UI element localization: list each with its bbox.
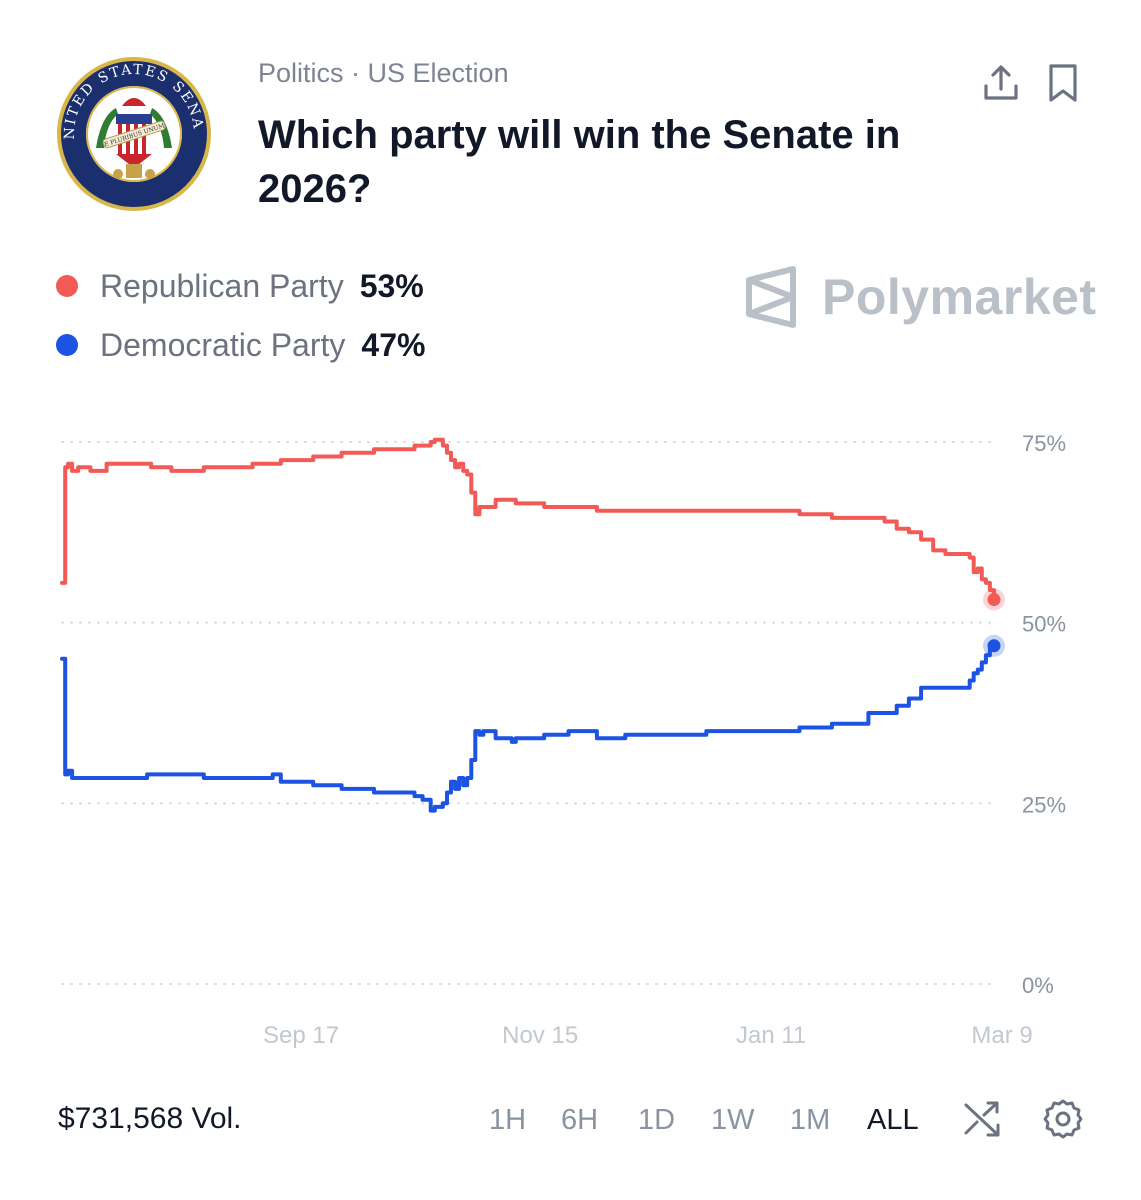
range-all-button[interactable]: ALL [867,1096,919,1144]
legend-label: Republican Party [100,267,344,304]
legend-value: 53% [359,267,424,304]
endpoint-republican [987,593,1001,607]
series-line-republican [60,437,996,602]
y-tick-label: 50% [1022,612,1066,637]
polymarket-logo-icon [746,266,796,328]
polymarket-watermark: Polymarket [744,266,1097,328]
price-chart[interactable]: 75% 50% 25% 0% Sep 17 Nov 15 Jan 11 Mar 9 [0,400,1141,1060]
range-1m-button[interactable]: 1M [790,1096,830,1144]
legend-dot-republican [56,275,78,297]
x-tick-label: Mar 9 [971,1022,1032,1049]
bookmark-icon [1049,64,1077,102]
share-button[interactable] [980,62,1022,104]
bookmark-button[interactable] [1044,62,1082,104]
chart-footer: $731,568 Vol. 1H 6H 1D 1W 1M ALL [0,1096,1141,1146]
gear-icon [1043,1099,1083,1139]
range-1h-button[interactable]: 1H [489,1096,526,1144]
volume-label: $731,568 Vol. [58,1102,242,1135]
y-tick-label: 25% [1022,792,1066,817]
x-tick-label: Jan 11 [736,1022,806,1049]
watermark-text: Polymarket [822,269,1097,325]
share-icon [984,65,1018,100]
shuffle-button[interactable] [961,1098,1003,1140]
legend-item-republican: Republican Party 53% [56,262,425,310]
chart-legend: Republican Party 53% Democratic Party 47… [56,262,425,380]
legend-label: Democratic Party [100,326,346,363]
legend-value: 47% [361,326,426,363]
legend-dot-democratic [56,334,78,356]
range-6h-button[interactable]: 6H [561,1096,598,1144]
breadcrumb[interactable]: Politics · US Election [258,58,509,88]
shuffle-icon [964,1101,1000,1137]
senate-seal-logo: UNITED STATES SENATE E PLURIBUS UNUM [56,56,211,211]
legend-item-democratic: Democratic Party 47% [56,321,425,369]
y-tick-label: 0% [1022,973,1054,998]
x-tick-label: Sep 17 [263,1022,339,1049]
x-tick-label: Nov 15 [502,1022,578,1049]
endpoint-democratic [987,639,1001,653]
y-tick-label: 75% [1022,431,1066,456]
range-1d-button[interactable]: 1D [638,1096,675,1144]
market-title: Which party will win the Senate in 2026? [258,113,901,211]
range-1w-button[interactable]: 1W [711,1096,755,1144]
series-line-democratic [60,643,996,813]
settings-button[interactable] [1042,1098,1084,1140]
